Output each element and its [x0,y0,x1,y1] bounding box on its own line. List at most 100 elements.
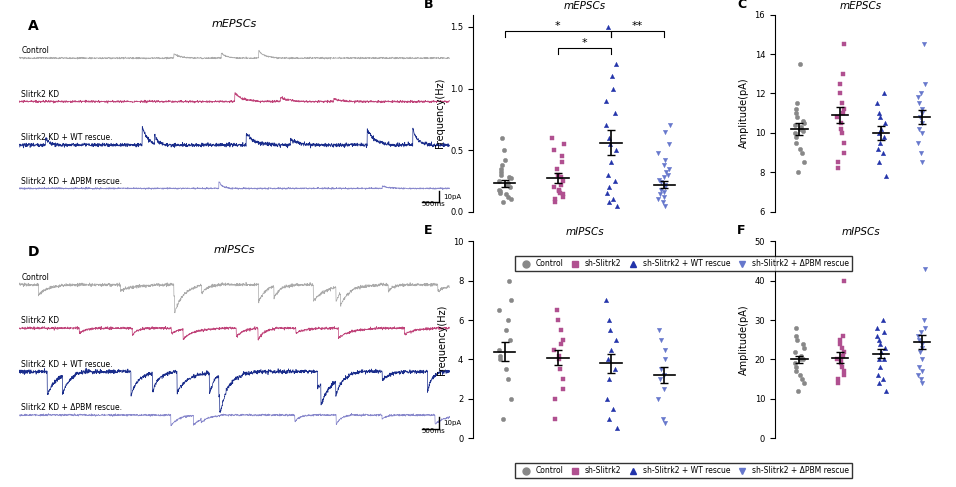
Point [836,139,852,147]
Point [789,113,804,121]
Point [872,336,887,344]
Point [550,306,565,314]
Point [497,156,512,164]
Point [911,363,926,371]
Point [869,99,884,107]
Point [875,316,890,324]
Point [604,72,619,80]
Point [547,195,562,203]
Legend: Control, sh-Slitrk2, sh-Slitrk2 + WT rescue, sh-Slitrk2 + ΔPBM rescue: Control, sh-Slitrk2, sh-Slitrk2 + WT res… [515,463,852,478]
Text: Control: Control [21,46,49,55]
Point [598,122,614,130]
Point [833,340,848,348]
Point [914,356,929,363]
Point [836,352,851,359]
Point [610,202,625,209]
Point [871,129,886,137]
Point [498,181,513,188]
Point [550,165,565,172]
Point [608,146,623,154]
Point [662,140,677,148]
Point [495,198,511,206]
Point [915,340,930,348]
Point [912,99,927,107]
Point [598,297,614,304]
Text: 10pA: 10pA [443,420,461,426]
Point [836,105,852,113]
Point [836,109,851,117]
Text: E: E [424,225,432,237]
Point [878,119,893,127]
Text: A: A [28,19,38,33]
Text: **: ** [632,21,643,31]
Point [873,113,888,121]
Text: Slitrk2 KD + ΔPBM rescue.: Slitrk2 KD + ΔPBM rescue. [21,403,122,412]
Point [660,171,675,179]
Point [555,177,571,185]
Point [655,198,670,206]
Point [795,356,811,363]
Text: mIPSCs: mIPSCs [565,227,604,237]
Point [651,395,666,403]
Point [500,193,515,201]
Point [916,40,931,48]
Point [789,336,804,344]
Point [836,348,852,356]
Point [913,375,928,383]
Point [503,174,518,182]
Point [915,158,930,166]
Point [830,375,845,383]
Point [915,109,930,117]
Point [796,379,812,387]
Point [599,395,615,403]
Text: mEPSCs: mEPSCs [563,0,605,11]
Point [555,193,571,201]
Point [651,176,666,184]
Point [551,316,566,324]
Point [795,340,811,348]
Point [493,352,509,359]
Point [877,328,892,336]
Point [493,356,509,363]
Point [912,348,927,356]
Point [657,385,672,393]
Point [916,316,931,324]
Point [789,324,804,332]
Point [656,161,671,169]
Point [870,324,885,332]
Point [554,340,569,348]
Point [498,365,513,373]
Point [789,363,804,371]
Point [662,165,677,172]
Point [789,332,804,340]
Point [556,140,572,148]
Point [547,146,562,154]
Point [914,119,929,127]
Point [551,186,566,193]
Point [795,117,811,125]
Point [911,125,926,133]
Point [877,356,892,363]
Point [914,90,929,97]
Point [657,346,672,354]
Point [554,326,569,334]
Point [502,173,517,181]
Point [833,90,848,97]
Point [545,134,560,142]
Point [788,359,803,367]
Point [879,172,894,180]
Point [551,171,566,179]
Text: Slitrk2 KD + WT rescue.: Slitrk2 KD + WT rescue. [21,133,113,142]
Point [833,119,848,127]
Point [831,379,846,387]
Point [836,367,852,375]
Point [503,395,518,403]
Text: mEPSCs: mEPSCs [839,0,881,11]
Point [915,105,930,113]
Text: 10pA: 10pA [443,193,461,200]
Point [835,99,850,107]
Point [601,198,617,206]
Point [875,375,890,383]
Point [491,306,507,314]
Point [601,316,617,324]
